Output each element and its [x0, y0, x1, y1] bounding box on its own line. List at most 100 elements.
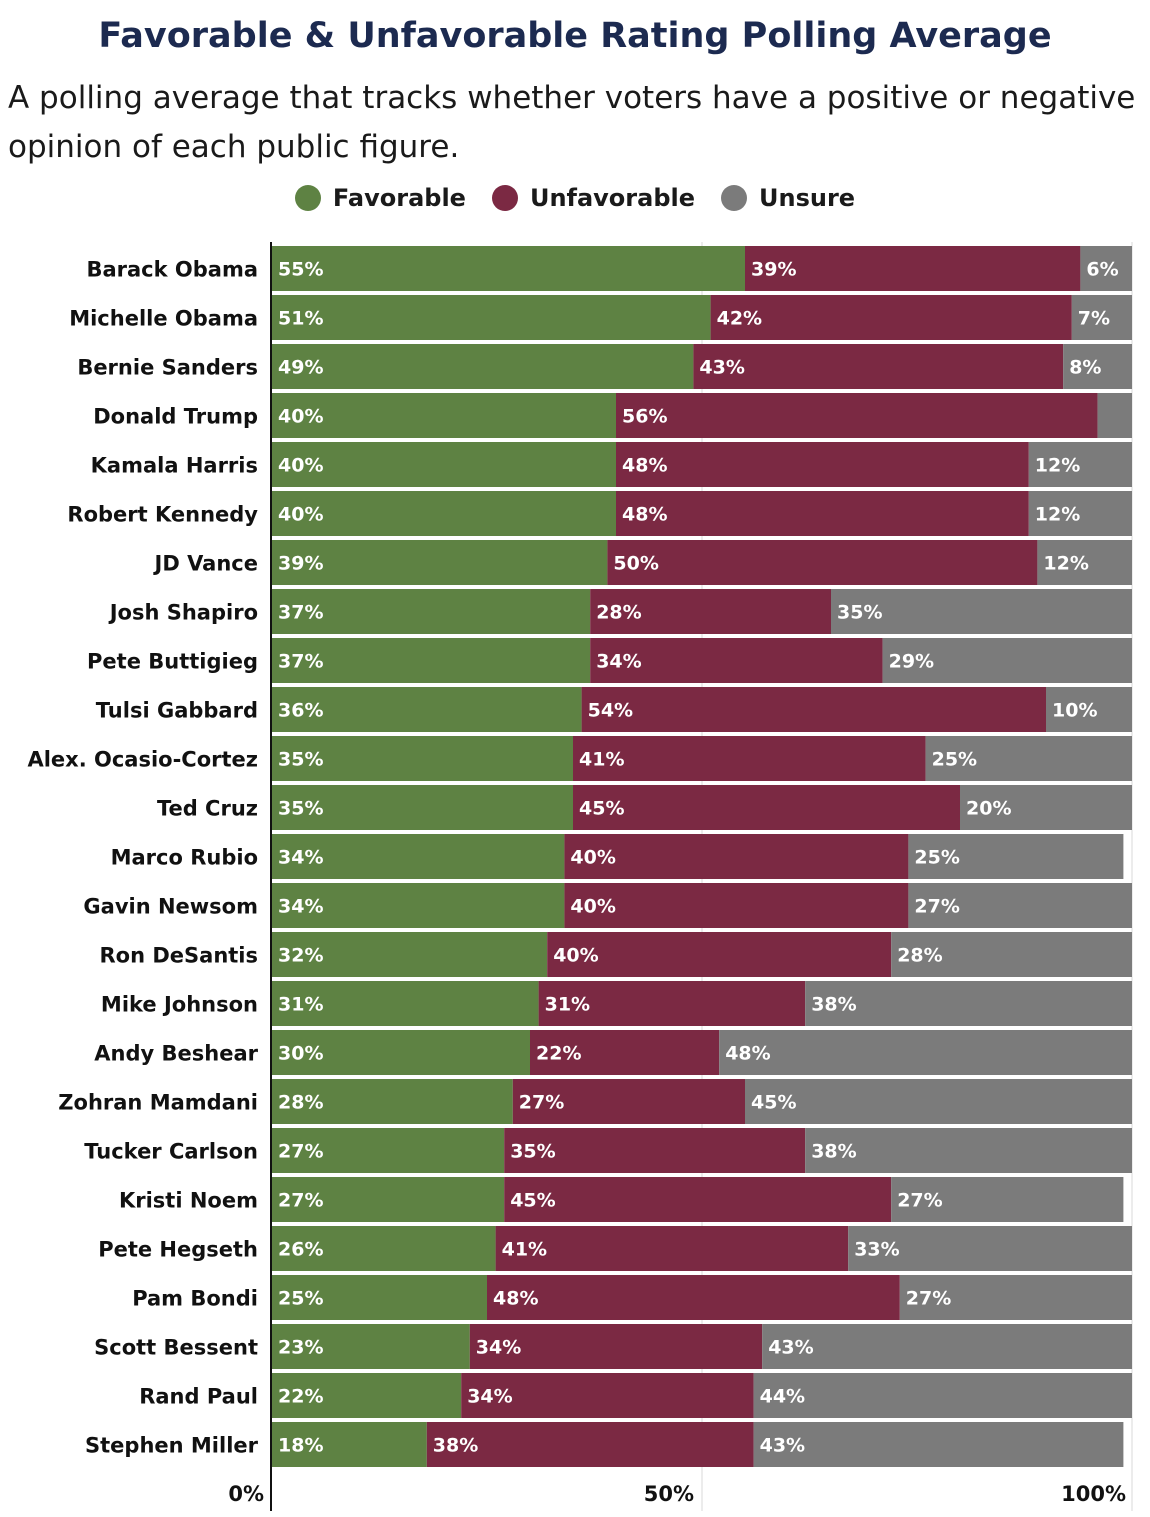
bar-unsure-zohran-mamdani [745, 1079, 1132, 1124]
value-label-favorable-kristi-noem: 27% [278, 1190, 323, 1212]
value-label-unsure-tulsi-gabbard: 10% [1052, 700, 1097, 722]
legend-item-unsure[interactable]: Unsure [721, 184, 855, 212]
bar-favorable-donald-trump [272, 393, 616, 438]
value-label-unsure-robert-kennedy: 12% [1035, 504, 1080, 526]
value-label-unfavorable-zohran-mamdani: 27% [519, 1092, 564, 1114]
value-label-favorable-zohran-mamdani: 28% [278, 1092, 323, 1114]
bar-unsure-alex-ocasio-cortez [925, 736, 1132, 781]
bar-unsure-marco-rubio [908, 834, 1124, 879]
bar-unfavorable-stephen-miller [426, 1422, 754, 1467]
bar-unfavorable-michelle-obama [710, 295, 1072, 340]
legend-item-unfavorable[interactable]: Unfavorable [491, 184, 696, 212]
bar-unfavorable-scott-bessent [469, 1324, 763, 1369]
value-label-favorable-jd-vance: 39% [278, 553, 323, 575]
bar-unfavorable-rand-paul [461, 1373, 754, 1418]
bar-unfavorable-jd-vance [607, 540, 1038, 585]
category-label-kamala-harris: Kamala Harris [91, 454, 258, 478]
value-label-unsure-marco-rubio: 25% [914, 847, 959, 869]
value-label-unfavorable-jd-vance: 50% [613, 553, 658, 575]
bar-favorable-ted-cruz [272, 785, 573, 830]
value-label-unsure-scott-bessent: 43% [768, 1337, 813, 1359]
category-label-pete-buttigieg: Pete Buttigieg [87, 650, 258, 674]
bar-favorable-andy-beshear [272, 1030, 530, 1075]
category-label-barack-obama: Barack Obama [86, 258, 258, 282]
bar-unfavorable-kristi-noem [504, 1177, 892, 1222]
category-label-pam-bondi: Pam Bondi [132, 1287, 258, 1311]
value-label-unsure-pam-bondi: 27% [906, 1288, 951, 1310]
bar-favorable-robert-kennedy [272, 491, 616, 536]
value-label-unsure-barack-obama: 6% [1086, 259, 1118, 281]
bar-unfavorable-alex-ocasio-cortez [573, 736, 926, 781]
bar-favorable-pete-hegseth [272, 1226, 496, 1271]
value-label-unfavorable-alex-ocasio-cortez: 41% [579, 749, 624, 771]
bar-unsure-barack-obama [1080, 246, 1132, 291]
value-label-unfavorable-pete-buttigieg: 34% [596, 651, 641, 673]
bar-unfavorable-tulsi-gabbard [581, 687, 1046, 732]
bar-unfavorable-pam-bondi [487, 1275, 900, 1320]
value-label-unfavorable-barack-obama: 39% [751, 259, 796, 281]
value-label-unfavorable-andy-beshear: 22% [536, 1043, 581, 1065]
legend-label-unfavorable: Unfavorable [529, 184, 696, 212]
bar-unfavorable-gavin-newsom [564, 883, 909, 928]
bar-favorable-barack-obama [272, 246, 745, 291]
value-label-favorable-donald-trump: 40% [278, 406, 323, 428]
value-label-favorable-bernie-sanders: 49% [278, 357, 323, 379]
bar-unsure-tucker-carlson [805, 1128, 1132, 1173]
category-label-gavin-newsom: Gavin Newsom [83, 895, 258, 919]
bar-favorable-alex-ocasio-cortez [272, 736, 573, 781]
bar-unfavorable-josh-shapiro [590, 589, 831, 634]
bar-unsure-gavin-newsom [908, 883, 1132, 928]
legend-swatch-unsure [721, 185, 748, 211]
value-label-favorable-mike-johnson: 31% [278, 994, 323, 1016]
category-label-marco-rubio: Marco Rubio [111, 846, 258, 870]
value-label-unfavorable-pam-bondi: 48% [493, 1288, 538, 1310]
bar-favorable-mike-johnson [272, 981, 539, 1026]
bar-unfavorable-bernie-sanders [693, 344, 1064, 389]
bar-favorable-marco-rubio [272, 834, 565, 879]
bar-unfavorable-robert-kennedy [616, 491, 1029, 536]
category-label-alex-ocasio-cortez: Alex. Ocasio-Cortez [27, 748, 258, 772]
value-label-favorable-robert-kennedy: 40% [278, 504, 323, 526]
category-label-tucker-carlson: Tucker Carlson [84, 1140, 258, 1164]
value-label-unsure-stephen-miller: 43% [760, 1435, 805, 1457]
value-label-unsure-pete-buttigieg: 29% [889, 651, 934, 673]
value-label-unfavorable-robert-kennedy: 48% [622, 504, 667, 526]
bar-favorable-pam-bondi [272, 1275, 487, 1320]
value-label-unsure-kamala-harris: 12% [1035, 455, 1080, 477]
value-label-favorable-scott-bessent: 23% [278, 1337, 323, 1359]
bar-unsure-michelle-obama [1071, 295, 1132, 340]
value-label-unsure-andy-beshear: 48% [725, 1043, 770, 1065]
bar-unfavorable-marco-rubio [564, 834, 909, 879]
value-label-unsure-kristi-noem: 27% [897, 1190, 942, 1212]
bar-unfavorable-pete-hegseth [495, 1226, 849, 1271]
bar-unsure-andy-beshear [719, 1030, 1132, 1075]
value-label-unfavorable-gavin-newsom: 40% [570, 896, 615, 918]
value-label-unfavorable-kamala-harris: 48% [622, 455, 667, 477]
bar-unsure-pam-bondi [899, 1275, 1132, 1320]
category-label-pete-hegseth: Pete Hegseth [98, 1238, 258, 1262]
value-label-favorable-michelle-obama: 51% [278, 308, 323, 330]
bar-unfavorable-tucker-carlson [504, 1128, 806, 1173]
bar-favorable-zohran-mamdani [272, 1079, 513, 1124]
value-label-unsure-bernie-sanders: 8% [1069, 357, 1101, 379]
bar-unfavorable-barack-obama [745, 246, 1081, 291]
category-label-scott-bessent: Scott Bessent [94, 1336, 258, 1360]
value-label-favorable-pete-hegseth: 26% [278, 1239, 323, 1261]
value-label-unfavorable-josh-shapiro: 28% [596, 602, 641, 624]
x-tick-label-50: 50% [644, 1482, 694, 1506]
value-label-favorable-tulsi-gabbard: 36% [278, 700, 323, 722]
bar-unfavorable-zohran-mamdani [512, 1079, 745, 1124]
bar-unfavorable-mike-johnson [538, 981, 806, 1026]
category-label-michelle-obama: Michelle Obama [69, 307, 258, 331]
value-label-unsure-ted-cruz: 20% [966, 798, 1011, 820]
value-label-unsure-alex-ocasio-cortez: 25% [932, 749, 977, 771]
legend-item-favorable[interactable]: Favorable [294, 184, 466, 212]
bar-unsure-jd-vance [1037, 540, 1132, 585]
value-label-unfavorable-tucker-carlson: 35% [510, 1141, 555, 1163]
bar-favorable-tucker-carlson [272, 1128, 505, 1173]
bar-unfavorable-kamala-harris [616, 442, 1029, 487]
chart-title: Favorable & Unfavorable Rating Polling A… [98, 16, 1052, 56]
bar-unfavorable-andy-beshear [530, 1030, 720, 1075]
value-label-favorable-pete-buttigieg: 37% [278, 651, 323, 673]
